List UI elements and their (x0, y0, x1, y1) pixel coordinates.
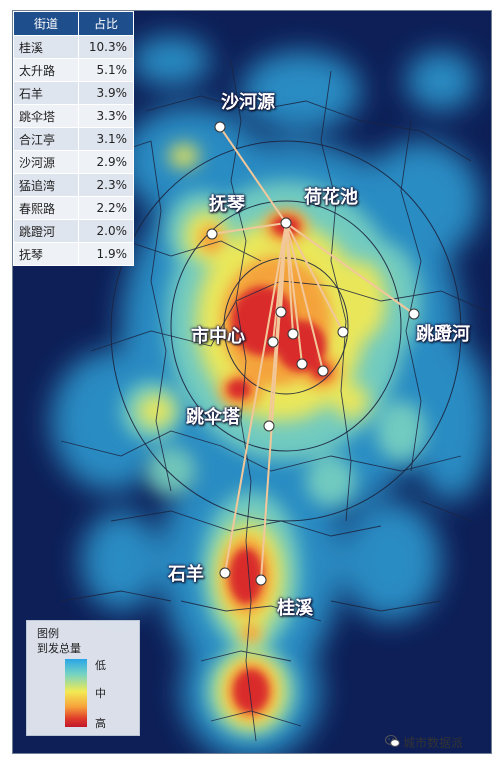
label-hehuachi: 荷花池 (304, 187, 358, 208)
map-legend: 图例 到发总量 低 中 高 (26, 620, 140, 736)
label-tiaodenghe: 跳蹬河 (416, 324, 470, 345)
table-row: 太升路 5.1% (13, 58, 134, 82)
street-share: 10.3% (78, 35, 134, 59)
node-center-3[interactable] (296, 358, 308, 370)
table-row: 抚琴 1.9% (13, 242, 134, 266)
node-guixi[interactable] (255, 574, 267, 586)
node-hehuachi[interactable] (280, 217, 292, 229)
label-shizhongxin: 市中心 (191, 326, 245, 347)
legend-color-ramp (65, 659, 87, 727)
ring-roads (110, 140, 462, 522)
label-shaheyuan: 沙河源 (221, 92, 275, 113)
node-fuqin[interactable] (206, 228, 218, 240)
street-share: 2.0% (78, 219, 134, 243)
table-row: 猛追湾 2.3% (13, 173, 134, 197)
node-center-4[interactable] (317, 365, 329, 377)
street-share: 3.9% (78, 81, 134, 105)
node-center-1[interactable] (275, 306, 287, 318)
wechat-icon (385, 735, 400, 747)
street-name: 太升路 (13, 58, 79, 82)
label-fuqin: 抚琴 (209, 194, 245, 215)
flow-nodes (206, 121, 420, 586)
legend-mid-label: 中 (95, 687, 106, 700)
table-row: 春熙路 2.2% (13, 196, 134, 220)
street-name: 跳蹬河 (13, 219, 79, 243)
column-header-street: 街道 (13, 11, 79, 36)
street-name: 春熙路 (13, 196, 79, 220)
street-share: 5.1% (78, 58, 134, 82)
street-share: 2.9% (78, 150, 134, 174)
street-share: 3.3% (78, 104, 134, 128)
table-row: 跳蹬河 2.0% (13, 219, 134, 243)
label-guixi: 桂溪 (277, 598, 313, 619)
table-row: 桂溪 10.3% (13, 35, 134, 59)
street-name: 猛追湾 (13, 173, 79, 197)
ranking-table: 街道 占比 桂溪 10.3% 太升路 5.1% 石羊 3.9% 跳伞塔 3.3% 合江亭… (13, 11, 134, 266)
node-shaheyuan[interactable] (214, 121, 226, 133)
street-name: 抚琴 (13, 242, 79, 266)
street-name: 合江亭 (13, 127, 79, 151)
node-shiyang[interactable] (219, 567, 231, 579)
node-east[interactable] (337, 326, 349, 338)
street-share: 1.9% (78, 242, 134, 266)
column-header-share: 占比 (78, 11, 134, 36)
street-share: 3.1% (78, 127, 134, 151)
node-tiaosanta[interactable] (263, 420, 275, 432)
table-row: 沙河源 2.9% (13, 150, 134, 174)
table-row: 合江亭 3.1% (13, 127, 134, 151)
street-name: 跳伞塔 (13, 104, 79, 128)
ranking-header-row: 街道 占比 (13, 11, 134, 36)
street-name: 沙河源 (13, 150, 79, 174)
watermark-text: 城市数据派 (403, 736, 464, 750)
node-shizhongxin[interactable] (267, 336, 279, 348)
label-shiyang: 石羊 (168, 564, 204, 585)
street-name: 石羊 (13, 81, 79, 105)
street-share: 2.3% (78, 173, 134, 197)
street-name: 桂溪 (13, 35, 79, 59)
node-tiaodenghe[interactable] (408, 308, 420, 320)
table-row: 石羊 3.9% (13, 81, 134, 105)
legend-high-label: 高 (95, 717, 106, 730)
table-row: 跳伞塔 3.3% (13, 104, 134, 128)
legend-low-label: 低 (95, 659, 106, 672)
street-share: 2.2% (78, 196, 134, 220)
flow-lines (211, 126, 415, 581)
legend-subtitle: 到发总量 (37, 642, 81, 655)
legend-title: 图例 (37, 627, 59, 640)
label-tiaosanta: 跳伞塔 (186, 407, 240, 428)
node-center-2[interactable] (287, 328, 299, 340)
